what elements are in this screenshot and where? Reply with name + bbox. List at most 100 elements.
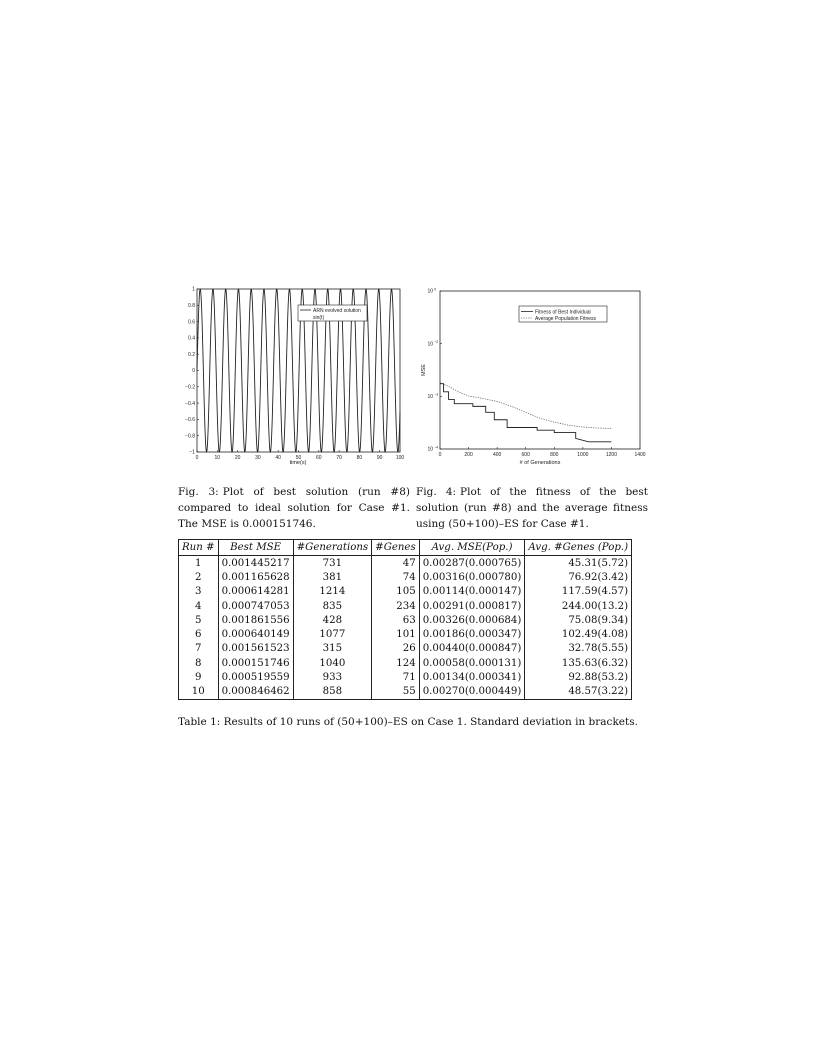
cell-run: 3	[178, 584, 219, 599]
cell-avg-genes: 135.63(6.32)	[524, 656, 633, 671]
fig3-caption-text: Plot of best solution (run #8) compared …	[178, 486, 410, 530]
cell-generations: 428	[292, 613, 373, 628]
fig4-x-tick-label: 1400	[634, 452, 645, 458]
fig3-y-tick-label: 0.2	[188, 352, 195, 358]
cell-best-mse: 0.001445217	[217, 555, 294, 571]
cell-run: 6	[178, 627, 219, 642]
cell-avg-genes: 48.57(3.22)	[524, 684, 633, 700]
cell-genes: 105	[371, 584, 420, 599]
fig3-x-tick-label: 100	[396, 455, 405, 461]
table-row: 10 0.000846462 858 55 0.00270(0.000449) 48.57…	[178, 684, 633, 700]
cell-genes: 47	[371, 555, 420, 571]
table-row: 1 0.001445217 731 47 0.00287(0.000765) 45.31(…	[178, 555, 633, 571]
results-table: Run # Best MSE #Generations #Genes Avg. …	[178, 539, 633, 700]
fig3-x-axis-label: time(s)	[290, 460, 307, 466]
table-header-genes: #Genes	[371, 539, 420, 556]
fig4-caption-text: Plot of the fitness of the best solution…	[416, 486, 648, 530]
fig4-y-tick-exponent: −2	[434, 340, 438, 344]
cell-genes: 63	[371, 613, 420, 628]
cell-avg-mse: 0.00440(0.000847)	[418, 641, 526, 657]
table-caption: Table 1: Results of 10 runs of (50+100)–…	[178, 716, 638, 728]
fig3-series-arn-evolved-solution	[196, 288, 401, 453]
fig3-y-tick-label: 0	[192, 368, 195, 374]
cell-avg-mse: 0.00058(0.000131)	[418, 656, 526, 671]
fig4-y-tick-label: 10	[427, 394, 433, 400]
cell-genes: 124	[371, 656, 420, 671]
cell-avg-genes: 75.08(9.34)	[524, 613, 633, 628]
table-header-avg-genes: Avg. #Genes (Pop.)	[524, 539, 633, 556]
fig4-x-tick-label: 200	[464, 452, 473, 458]
table-row: 2 0.001165628 381 74 0.00316(0.000780) 76.92(…	[178, 570, 633, 585]
cell-best-mse: 0.000846462	[217, 684, 294, 700]
fig3-legend: ARN evolved solution sin(t)	[297, 304, 368, 322]
fig3-y-tick-label: 0.6	[188, 319, 195, 325]
cell-best-mse: 0.001561523	[217, 641, 294, 657]
cell-best-mse: 0.000747053	[217, 598, 294, 614]
fig4-legend-entry-1: Fitness of Best Individual	[535, 310, 591, 316]
fig3-y-tick-label: −1	[189, 450, 195, 456]
fig3-legend-entry-1: ARN evolved solution	[313, 308, 361, 314]
fig4-x-axis-label: # of Generations	[520, 460, 561, 466]
fig3-caption-label: Fig. 3:	[178, 486, 219, 498]
cell-run: 7	[178, 641, 219, 657]
cell-avg-mse: 0.00287(0.000765)	[418, 555, 526, 571]
fig4-legend-entry-2: Average Population Fitness	[535, 316, 597, 322]
cell-genes: 26	[371, 641, 420, 657]
cell-avg-genes: 102.49(4.08)	[524, 627, 633, 642]
fig4-y-tick-exponent: 0	[434, 287, 436, 291]
cell-avg-mse: 0.00291(0.000817)	[418, 598, 526, 614]
cell-run: 10	[178, 684, 219, 700]
fig3-x-tick-label: 10	[215, 455, 221, 461]
fig4-y-tick-exponent: −3	[434, 393, 438, 397]
fig3-legend-entry-2: sin(t)	[313, 315, 324, 321]
fig3-x-tick-label: 80	[357, 455, 363, 461]
fig4-plot-frame	[439, 290, 641, 450]
cell-genes: 234	[371, 598, 420, 614]
fig4-x-tick-label: 1200	[606, 452, 617, 458]
cell-best-mse: 0.001861556	[217, 613, 294, 628]
cell-run: 1	[178, 555, 219, 571]
cell-avg-mse: 0.00134(0.000341)	[418, 670, 526, 685]
fig3-x-tick-label: 30	[255, 455, 261, 461]
fig4-y-tick-label: 10	[427, 447, 433, 453]
cell-genes: 71	[371, 670, 420, 685]
cell-run: 4	[178, 598, 219, 614]
fig3-x-tick-label: 50	[296, 455, 302, 461]
cell-best-mse: 0.000640149	[217, 627, 294, 642]
cell-run: 2	[178, 570, 219, 585]
fig3-y-tick-label: −0.8	[185, 433, 195, 439]
cell-generations: 731	[292, 555, 373, 571]
cell-genes: 55	[371, 684, 420, 700]
cell-avg-genes: 76.92(3.42)	[524, 570, 633, 585]
fig4-x-tick-label: 800	[550, 452, 559, 458]
cell-generations: 381	[292, 570, 373, 585]
cell-avg-mse: 0.00326(0.000684)	[418, 613, 526, 628]
fig3-y-tick-label: −0.2	[185, 385, 195, 391]
fig3-ticks: 0 10 20 30 40 50 60 70 80 90 100 1 0.8 0.6 0.4 0.2 0 −0.2…	[185, 287, 404, 461]
cell-generations: 858	[292, 684, 373, 700]
fig4-series-fitness-of-best-individual	[440, 383, 612, 443]
table-header-row: Run # Best MSE #Generations #Genes Avg. …	[178, 539, 633, 556]
fig3-y-tick-label: −0.4	[185, 401, 195, 407]
cell-avg-genes: 244.00(13.2)	[524, 598, 633, 614]
cell-genes: 74	[371, 570, 420, 585]
cell-run: 8	[178, 656, 219, 671]
fig4-x-tick-label: 0	[439, 452, 442, 458]
fig3-x-tick-label: 90	[377, 455, 383, 461]
fig3-x-tick-label: 60	[316, 455, 322, 461]
fig4-series-average-population-fitness	[439, 382, 612, 429]
cell-genes: 101	[371, 627, 420, 642]
cell-avg-mse: 0.00316(0.000780)	[418, 570, 526, 585]
table-row: 6 0.000640149 1077 101 0.00186(0.000347) 102.…	[178, 627, 633, 642]
fig4-legend: Fitness of Best Individual Average Popul…	[518, 305, 608, 323]
table-row: 4 0.000747053 835 234 0.00291(0.000817) 244.0…	[178, 598, 633, 614]
fig4-y-tick-label: 10	[427, 341, 433, 347]
fig3-y-tick-label: −0.6	[185, 417, 195, 423]
fig3-x-tick-label: 70	[336, 455, 342, 461]
fig4-x-tick-label: 1000	[577, 452, 588, 458]
cell-best-mse: 0.000614281	[217, 584, 294, 599]
cell-run: 9	[178, 670, 219, 685]
cell-generations: 1040	[292, 656, 373, 671]
cell-generations: 835	[292, 598, 373, 614]
